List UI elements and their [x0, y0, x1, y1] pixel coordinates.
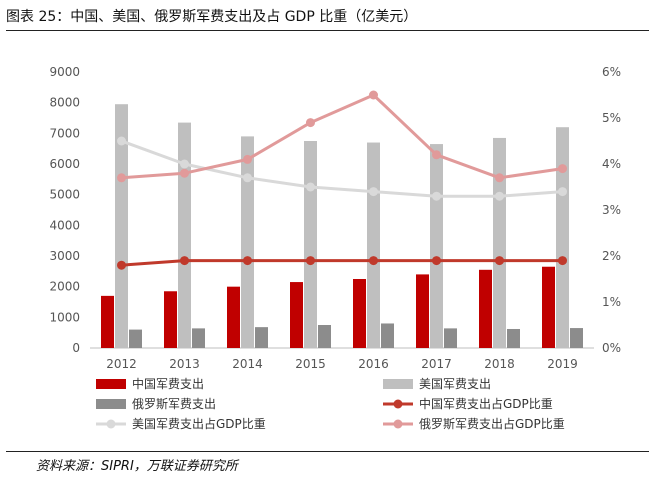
line-point — [432, 150, 441, 160]
y-left-tick-label: 0 — [72, 341, 80, 355]
bar — [115, 104, 128, 348]
line-point — [558, 256, 567, 266]
y-right-tick-label: 2% — [602, 249, 621, 263]
line-point — [117, 136, 126, 146]
bar — [479, 269, 492, 348]
bar — [192, 328, 205, 348]
x-tick-label: 2015 — [295, 357, 326, 371]
y-right-tick-label: 6% — [602, 65, 621, 79]
line-point — [180, 256, 189, 266]
legend-swatch-marker — [393, 399, 403, 409]
bar — [367, 142, 380, 348]
bar — [416, 274, 429, 348]
bar — [164, 291, 177, 348]
line-point — [306, 182, 315, 192]
line-point — [432, 191, 441, 201]
y-right-tick-label: 5% — [602, 111, 621, 125]
source-note: 资料来源：SIPRI，万联证券研究所 — [36, 459, 238, 474]
x-tick-label: 2013 — [169, 357, 200, 371]
x-tick-label: 2016 — [358, 357, 389, 371]
line-point — [306, 118, 315, 128]
y-right-tick-label: 0% — [602, 341, 621, 355]
y-left-tick-label: 2000 — [49, 280, 80, 294]
legend-swatch-bar — [383, 379, 413, 389]
y-left-tick-label: 1000 — [49, 310, 80, 324]
line-point — [117, 260, 126, 270]
line-point — [180, 168, 189, 178]
x-tick-label: 2018 — [484, 357, 515, 371]
y-left-tick-label: 7000 — [49, 126, 80, 140]
series-line — [121, 93, 563, 180]
y-left-tick-label: 6000 — [49, 157, 80, 171]
bar — [507, 328, 520, 348]
legend-label: 美国军费支出 — [419, 377, 491, 391]
line-point — [117, 173, 126, 183]
x-tick-label: 2019 — [547, 357, 578, 371]
legend-swatch-marker — [393, 419, 403, 429]
line-point — [369, 256, 378, 266]
source-rule — [6, 451, 649, 452]
legend-label: 美国军费支出占GDP比重 — [132, 416, 266, 431]
y-left-tick-label: 4000 — [49, 218, 80, 232]
line-point — [306, 256, 315, 266]
bar — [381, 323, 394, 348]
legend-swatch-bar — [96, 379, 126, 389]
bar — [101, 295, 114, 348]
y-left-tick-label: 3000 — [49, 249, 80, 263]
y-right-tick-label: 3% — [602, 203, 621, 217]
y-left-tick-label: 8000 — [49, 96, 80, 110]
bar — [556, 127, 569, 348]
x-tick-label: 2014 — [232, 357, 263, 371]
bar — [493, 137, 506, 348]
line-point — [495, 173, 504, 183]
bar — [227, 286, 240, 348]
bar — [255, 327, 268, 348]
legend-label: 中国军费支出占GDP比重 — [419, 396, 553, 411]
line-point — [495, 256, 504, 266]
line-point — [558, 187, 567, 197]
bar — [430, 144, 443, 348]
line-point — [369, 187, 378, 197]
y-right-tick-label: 1% — [602, 295, 621, 309]
legend-label: 俄罗斯军费支出 — [132, 397, 216, 411]
x-tick-label: 2017 — [421, 357, 452, 371]
bar — [178, 122, 191, 348]
bar — [444, 328, 457, 348]
bar — [304, 141, 317, 348]
line-point — [180, 159, 189, 169]
bar — [290, 282, 303, 348]
line-point — [369, 90, 378, 100]
line-point — [558, 164, 567, 174]
line-point — [243, 256, 252, 266]
line-point — [432, 256, 441, 266]
legend-swatch-bar — [96, 399, 126, 409]
bar — [570, 328, 583, 348]
bar — [241, 136, 254, 348]
x-tick-label: 2012 — [106, 357, 137, 371]
title-rule — [6, 30, 649, 31]
bar — [353, 279, 366, 348]
line-point — [243, 173, 252, 183]
legend-swatch-marker — [106, 419, 116, 429]
figure-title: 图表 25：中国、美国、俄罗斯军费支出及占 GDP 比重（亿美元） — [6, 9, 418, 25]
series-line — [120, 139, 563, 198]
legend-label: 俄罗斯军费支出占GDP比重 — [419, 416, 565, 431]
line-point — [243, 154, 252, 164]
legend-label: 中国军费支出 — [132, 376, 204, 391]
bar — [542, 266, 555, 348]
bar — [318, 325, 331, 348]
series-line — [121, 259, 563, 267]
y-left-tick-label: 9000 — [49, 65, 80, 79]
line-point — [495, 191, 504, 201]
y-right-tick-label: 4% — [602, 157, 621, 171]
y-left-tick-label: 5000 — [49, 188, 80, 202]
bar — [129, 329, 142, 348]
